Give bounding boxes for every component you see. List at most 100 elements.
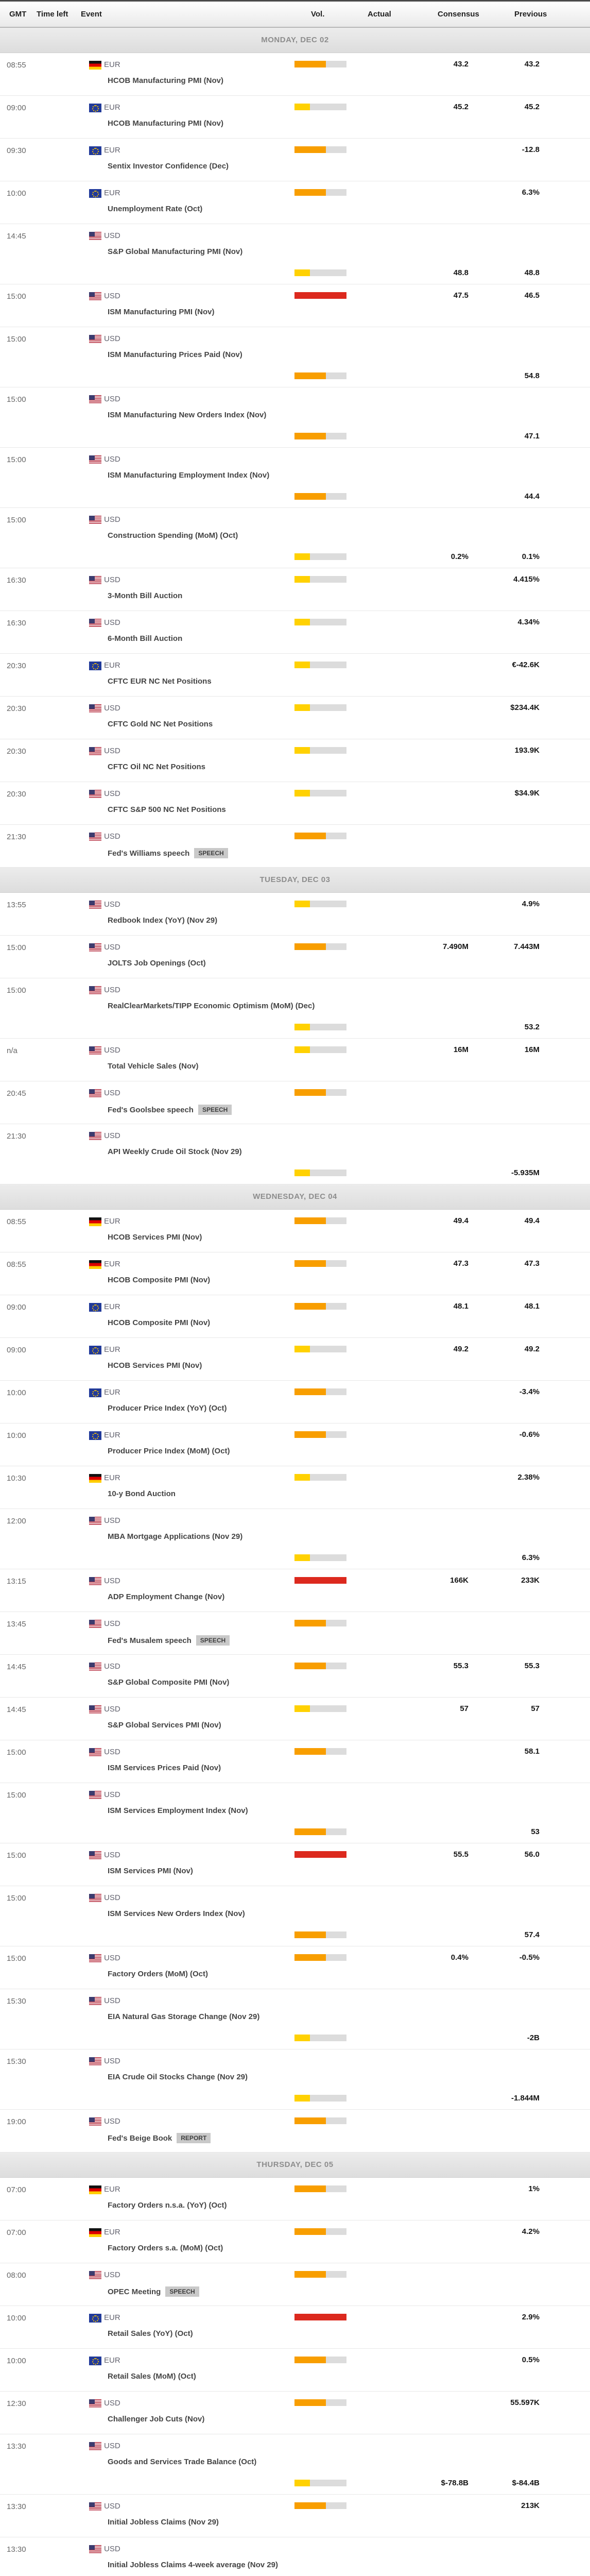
event-name-text: ADP Employment Change (Nov) [108,1592,225,1601]
previous-value: 16M [524,1045,540,1054]
currency-label: EUR [104,103,120,112]
event-row[interactable]: 20:30 USD CFTC S&P 500 NC Net Positions $34… [0,782,590,825]
event-name-text: CFTC S&P 500 NC Net Positions [108,805,226,814]
event-row[interactable]: 08:55 EUR HCOB Services PMI (Nov) 49.4 49.4 [0,1210,590,1252]
event-row[interactable]: 08:00 USD OPEC Meeting SPEECH [0,2263,590,2306]
day-header: THURSDAY, DEC 05 [0,2153,590,2178]
event-time: 13:30 [7,2442,26,2451]
consensus-value: 57 [460,1704,468,1713]
previous-value: -0.6% [519,1430,540,1439]
event-row[interactable]: 10:00 EUR Producer Price Index (MoM) (Oct)… [0,1423,590,1466]
event-name: Construction Spending (MoM) (Oct) [108,531,238,540]
event-row[interactable]: 09:00 EUR HCOB Composite PMI (Nov) 48.1 48.1 [0,1295,590,1338]
event-row[interactable]: 09:30 EUR Sentix Investor Confidence (Dec)… [0,139,590,181]
volatility-bar-low [294,1170,346,1176]
previous-value: 49.4 [524,1216,540,1225]
volatility-bar-medium [294,1748,346,1755]
event-name-text: Initial Jobless Claims (Nov 29) [108,2518,219,2527]
event-name-text: 10-y Bond Auction [108,1489,176,1498]
flag-icon-usd [89,2271,101,2280]
previous-value: 53.2 [524,1023,540,1031]
event-row[interactable]: 15:00 USD ISM Services Prices Paid (Nov) 58… [0,1740,590,1783]
event-name-text: ISM Services Employment Index (Nov) [108,1806,248,1815]
event-row[interactable]: 13:45 USD Fed's Musalem speech SPEECH [0,1612,590,1655]
event-row[interactable]: 15:00 USD ISM Manufacturing PMI (Nov) 47.5 4… [0,284,590,327]
event-name-text: Sentix Investor Confidence (Dec) [108,162,229,171]
event-row[interactable]: 19:00 USD Fed's Beige Book REPORT [0,2110,590,2153]
currency-label: USD [104,1996,120,2005]
event-row[interactable]: 16:30 USD 3-Month Bill Auction 4.415% [0,568,590,611]
event-row[interactable]: 12:30 USD Challenger Job Cuts (Nov) 55.597K [0,2392,590,2434]
event-row[interactable]: 15:00 USD ISM Manufacturing New Orders Ind… [0,387,590,448]
previous-value: 57.4 [524,1930,540,1939]
flag-icon-eur [89,189,101,198]
event-time: 16:30 [7,576,26,585]
event-row[interactable]: 13:15 USD ADP Employment Change (Nov) 166K 2… [0,1569,590,1612]
event-row[interactable]: 15:00 USD JOLTS Job Openings (Oct) 7.490M 7.… [0,936,590,978]
event-row[interactable]: 15:30 USD EIA Crude Oil Stocks Change (Nov… [0,2049,590,2110]
event-row[interactable]: 21:30 USD Fed's Williams speech SPEECH [0,825,590,868]
event-row[interactable]: 09:00 EUR HCOB Manufacturing PMI (Nov) 45.2… [0,96,590,139]
consensus-value: 48.8 [453,268,468,277]
event-time: 15:00 [7,335,26,344]
event-row[interactable]: 14:45 USD S&P Global Services PMI (Nov) 57 5… [0,1698,590,1740]
event-row[interactable]: 14:45 USD S&P Global Composite PMI (Nov) 55… [0,1655,590,1698]
flag-icon-usd [89,1954,101,1963]
event-row[interactable]: 21:30 USD API Weekly Crude Oil Stock (Nov … [0,1124,590,1184]
event-row[interactable]: 12:00 USD MBA Mortgage Applications (Nov 2… [0,1509,590,1569]
event-name: CFTC S&P 500 NC Net Positions [108,805,226,814]
event-row[interactable]: 07:00 EUR Factory Orders n.s.a. (YoY) (Oct… [0,2178,590,2221]
volatility-bar-medium [294,1954,346,1961]
event-row[interactable]: 15:30 USD EIA Natural Gas Storage Change (… [0,1989,590,2049]
event-row[interactable]: 14:45 USD S&P Global Manufacturing PMI (No… [0,224,590,284]
event-name-text: Retail Sales (MoM) (Oct) [108,2372,196,2381]
event-row[interactable]: 10:30 EUR 10-y Bond Auction 2.38% [0,1466,590,1509]
event-row[interactable]: 20:30 USD CFTC Gold NC Net Positions $234.4… [0,697,590,739]
calendar-column-header: GMT Time left Event Vol. Actual Consensu… [0,2,590,28]
volatility-bar-medium [294,2399,346,2406]
event-time: 08:55 [7,61,26,70]
previous-value: 48.1 [524,1302,540,1311]
event-row[interactable]: 13:30 USD Initial Jobless Claims 4-week av… [0,2537,590,2576]
volatility-bar-medium [294,372,346,379]
event-row[interactable]: 16:30 USD 6-Month Bill Auction 4.34% [0,611,590,654]
event-name: Fed's Beige Book REPORT [108,2133,211,2143]
event-row[interactable]: 10:00 EUR Retail Sales (YoY) (Oct) 2.9% [0,2306,590,2349]
event-row[interactable]: 20:30 EUR CFTC EUR NC Net Positions €-42.6K [0,654,590,697]
event-row[interactable]: n/a USD Total Vehicle Sales (Nov) 16M 16M [0,1039,590,1081]
event-row[interactable]: 13:30 USD Initial Jobless Claims (Nov 29) 2… [0,2495,590,2537]
event-time: 13:45 [7,1620,26,1629]
event-row[interactable]: 08:55 EUR HCOB Composite PMI (Nov) 47.3 47.3 [0,1252,590,1295]
event-name-text: 3-Month Bill Auction [108,591,183,600]
volatility-bar-low [294,269,346,276]
event-row[interactable]: 10:00 EUR Retail Sales (MoM) (Oct) 0.5% [0,2349,590,2392]
event-row[interactable]: 20:30 USD CFTC Oil NC Net Positions 193.9K [0,739,590,782]
event-row[interactable]: 09:00 EUR HCOB Services PMI (Nov) 49.2 49.2 [0,1338,590,1381]
event-name: ISM Services Employment Index (Nov) [108,1806,248,1815]
event-row[interactable]: 15:00 USD ISM Manufacturing Prices Paid (N… [0,327,590,387]
event-name-text: MBA Mortgage Applications (Nov 29) [108,1532,243,1541]
event-row[interactable]: 15:00 USD ISM Services New Orders Index (N… [0,1886,590,1946]
event-row[interactable]: 20:45 USD Fed's Goolsbee speech SPEECH [0,1081,590,1124]
event-name: 10-y Bond Auction [108,1489,176,1498]
event-row[interactable]: 15:00 USD ISM Manufacturing Employment Ind… [0,448,590,508]
event-row[interactable]: 15:00 USD ISM Services Employment Index (N… [0,1783,590,1843]
previous-value: 4.2% [522,2227,540,2236]
event-name-text: JOLTS Job Openings (Oct) [108,959,206,968]
event-row[interactable]: 15:00 USD RealClearMarkets/TIPP Economic O… [0,978,590,1039]
event-row[interactable]: 15:00 USD Construction Spending (MoM) (Oct… [0,508,590,568]
event-row[interactable]: 15:00 USD ISM Services PMI (Nov) 55.5 56.0 [0,1843,590,1886]
event-row[interactable]: 10:00 EUR Producer Price Index (YoY) (Oct)… [0,1381,590,1423]
event-row[interactable]: 10:00 EUR Unemployment Rate (Oct) 6.3% [0,181,590,224]
event-name: Fed's Williams speech SPEECH [108,848,228,858]
event-row[interactable]: 13:30 USD Goods and Services Trade Balance… [0,2434,590,2495]
event-row[interactable]: 07:00 EUR Factory Orders s.a. (MoM) (Oct) 4… [0,2221,590,2263]
consensus-value: 55.3 [453,1662,468,1670]
event-row[interactable]: 13:55 USD Redbook Index (YoY) (Nov 29) 4.9% [0,893,590,936]
event-name: Unemployment Rate (Oct) [108,205,202,213]
event-row[interactable]: 08:55 EUR HCOB Manufacturing PMI (Nov) 43.2… [0,53,590,96]
event-row[interactable]: 15:00 USD Factory Orders (MoM) (Oct) 0.4% -0… [0,1946,590,1989]
event-name: 6-Month Bill Auction [108,634,182,643]
flag-icon-usd [89,943,101,952]
event-time: 09:00 [7,1346,26,1354]
